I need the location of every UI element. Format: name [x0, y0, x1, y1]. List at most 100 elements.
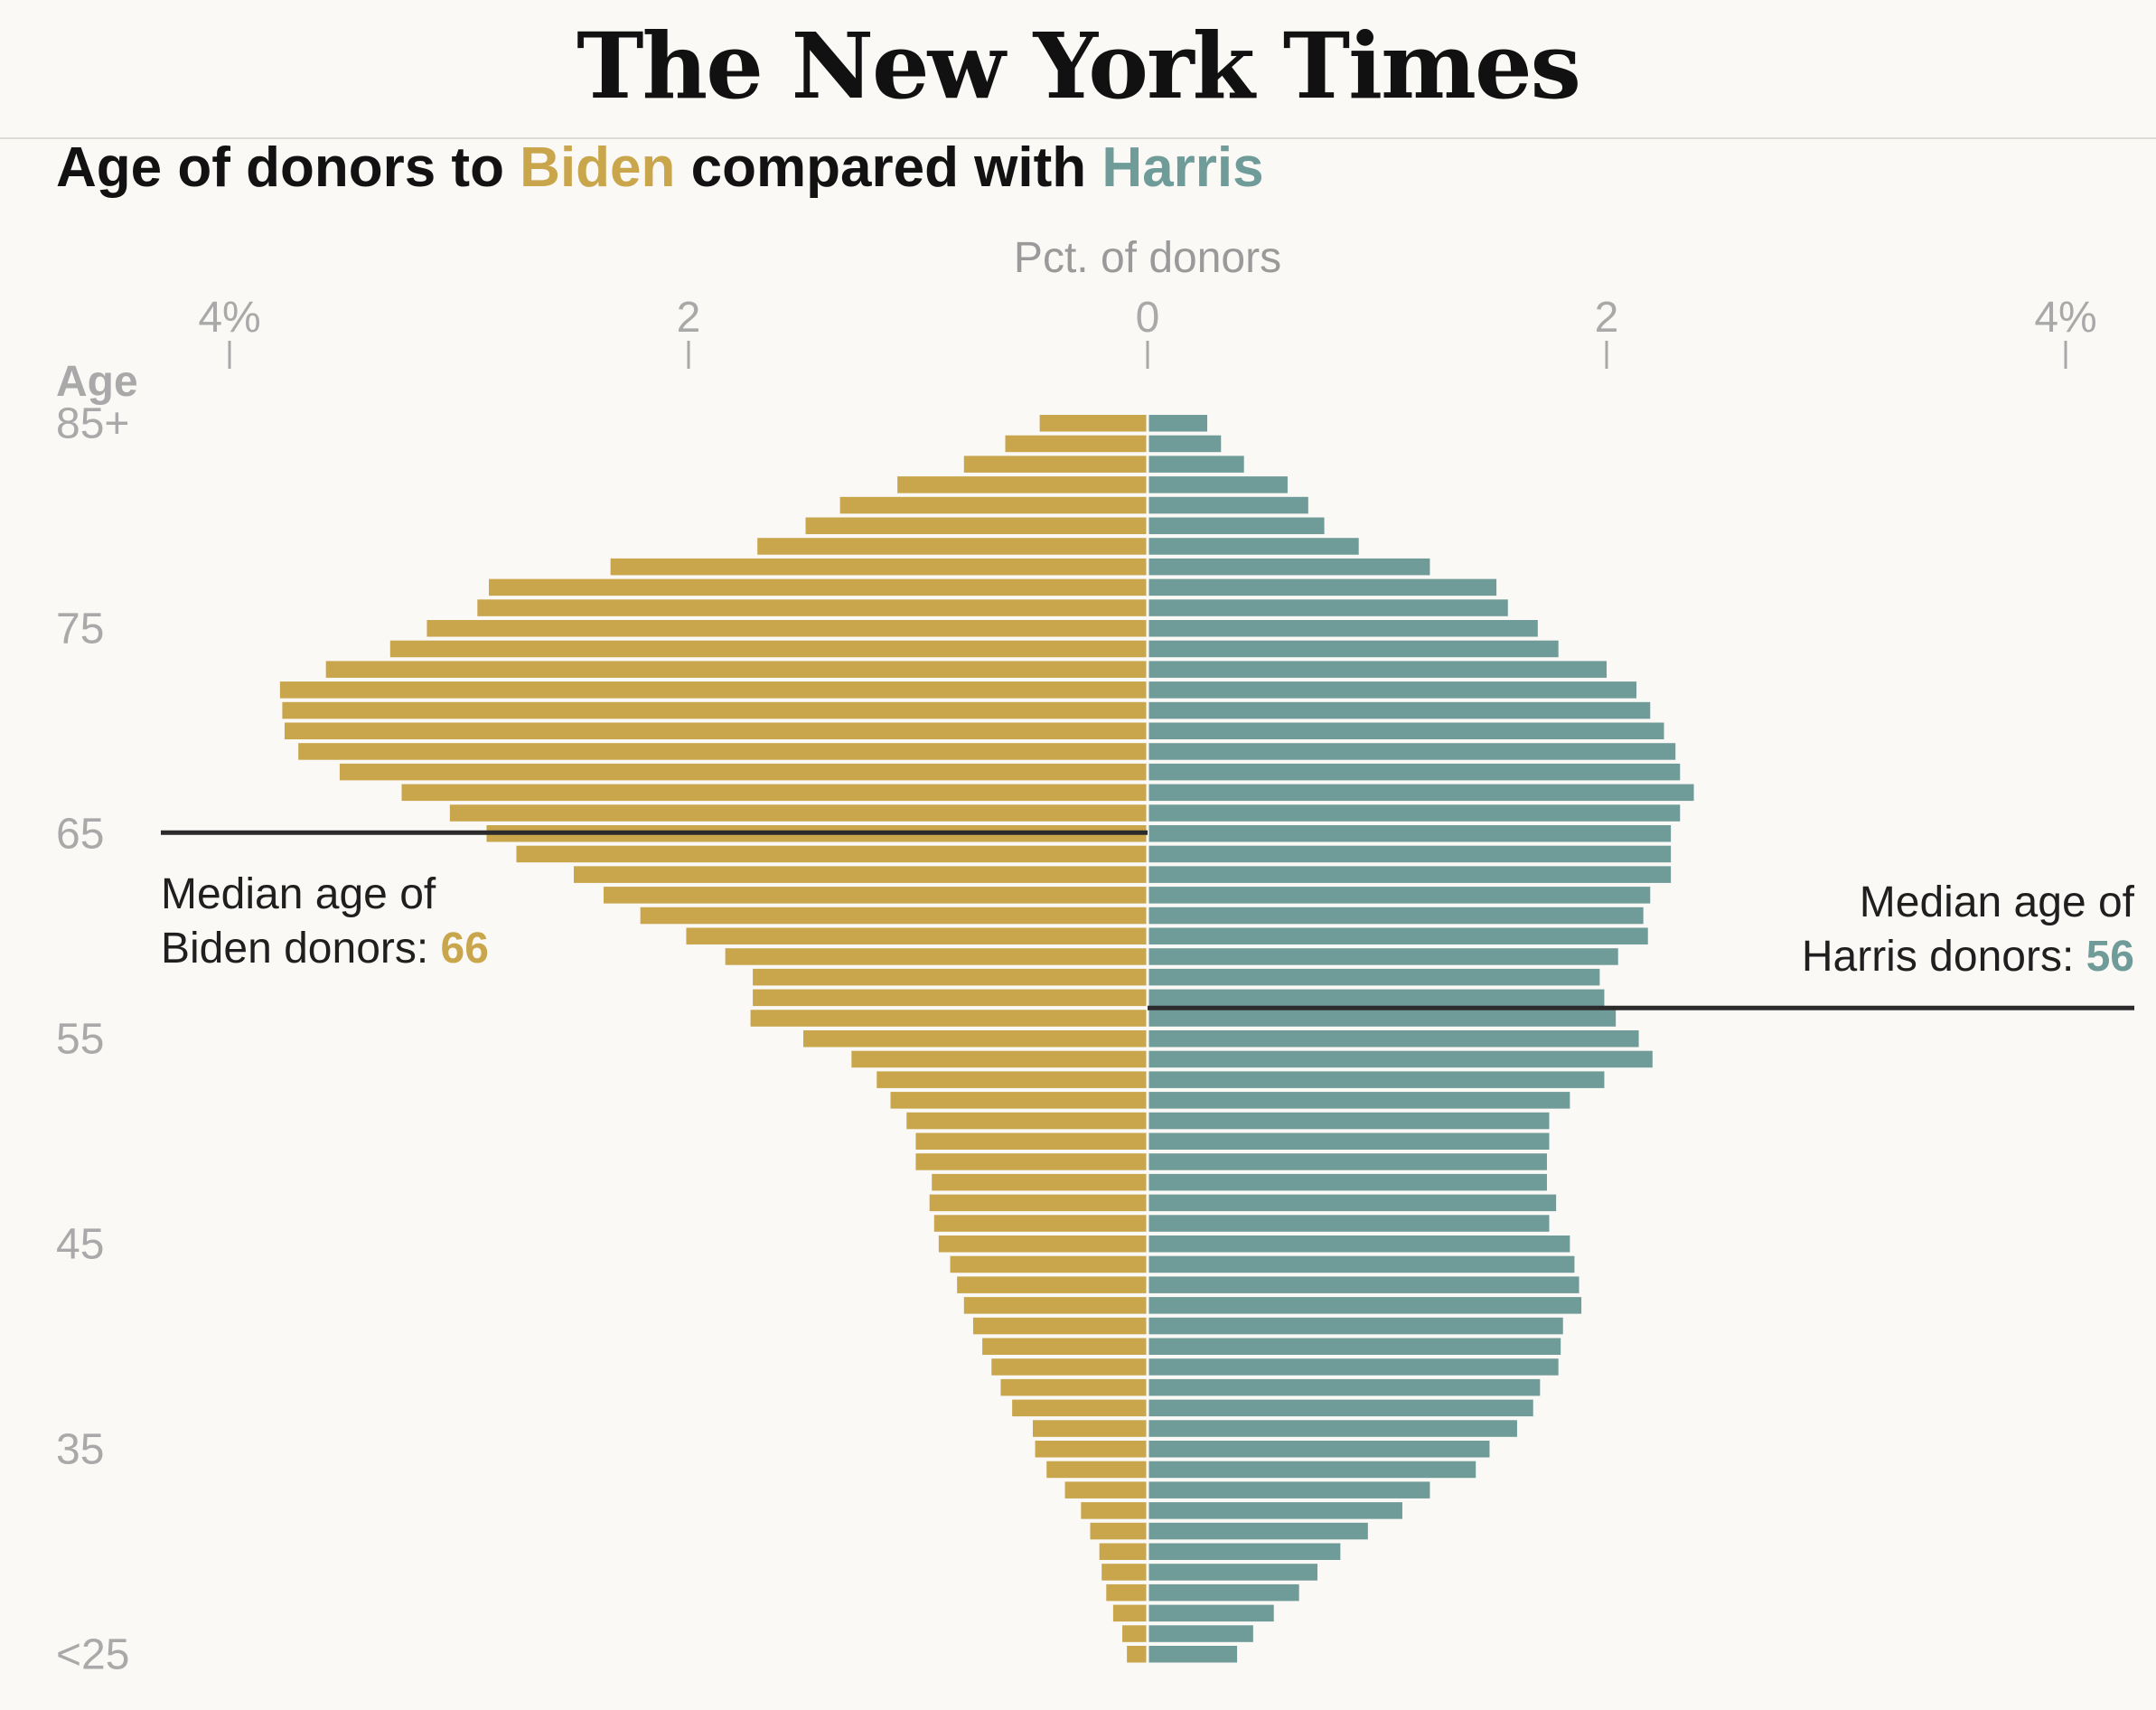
age-tick-label: 55 [56, 1015, 104, 1063]
masthead: The New York Times [0, 0, 2156, 139]
bar-biden [1099, 1543, 1148, 1560]
median-harris-line1: Median age of [1860, 878, 2135, 926]
bar-harris [1148, 456, 1244, 473]
bar-harris [1148, 1071, 1605, 1088]
bar-biden [686, 927, 1148, 944]
bar-biden [1112, 1604, 1148, 1622]
bar-harris [1148, 1481, 1430, 1499]
bar-harris [1148, 1461, 1476, 1479]
bar-biden [950, 1255, 1148, 1273]
age-tick-label: 45 [56, 1220, 104, 1268]
x-tick-label: 4% [2034, 294, 2096, 342]
age-tick-label: 85+ [56, 399, 129, 447]
bar-harris [1148, 558, 1430, 576]
x-tick-label: 0 [1136, 294, 1160, 342]
bar-harris [1148, 866, 1672, 883]
bar-biden [339, 763, 1148, 781]
bar-biden [516, 845, 1148, 863]
bar-harris [1148, 948, 1618, 965]
bar-biden [1039, 415, 1148, 432]
bar-biden [915, 1153, 1148, 1170]
bar-biden [284, 722, 1148, 739]
bar-harris [1148, 1441, 1490, 1458]
bar-biden [972, 1317, 1148, 1335]
bar-biden [753, 989, 1148, 1007]
bar-biden [963, 1297, 1148, 1314]
bar-harris [1148, 927, 1648, 944]
bar-biden [1122, 1625, 1148, 1642]
bar-harris [1148, 722, 1664, 739]
bar-biden [915, 1132, 1148, 1150]
chart-title: Age of donors to Biden compared with Har… [56, 136, 1264, 200]
title-middle: compared with [675, 136, 1102, 199]
bar-harris [1148, 415, 1208, 432]
x-axis-title: Pct. of donors [1014, 234, 1281, 282]
bar-biden [325, 661, 1148, 678]
bar-biden [803, 1030, 1148, 1048]
bar-harris [1148, 763, 1681, 781]
bar-harris [1148, 1092, 1570, 1109]
bar-harris [1148, 1173, 1547, 1191]
bar-biden [963, 456, 1148, 473]
bar-harris [1148, 1153, 1547, 1170]
bar-biden [725, 948, 1148, 965]
bar-harris [1148, 701, 1651, 719]
bar-biden [427, 620, 1148, 637]
bar-harris [1148, 476, 1288, 493]
bar-harris [1148, 1297, 1582, 1314]
bar-biden [574, 866, 1148, 883]
bar-harris [1148, 1543, 1341, 1560]
bar-biden [1106, 1583, 1148, 1602]
bar-biden [753, 968, 1148, 986]
bar-biden [1012, 1399, 1148, 1417]
bar-biden [610, 558, 1148, 576]
x-tick-label: 2 [677, 294, 701, 342]
x-axis-ticks: 4% 2 0 2 4% [198, 294, 2097, 369]
bar-biden [750, 1010, 1148, 1027]
bar-biden [897, 476, 1148, 493]
age-axis-title: Age [56, 358, 138, 406]
bar-harris [1148, 1378, 1541, 1396]
bar-biden [1033, 1420, 1148, 1437]
title-prefix: Age of donors to [56, 136, 520, 199]
bar-biden [282, 701, 1148, 719]
bar-biden [279, 681, 1148, 699]
title-biden: Biden [520, 136, 676, 199]
bar-harris [1148, 1522, 1368, 1540]
bar-harris [1148, 1583, 1299, 1602]
bar-harris [1148, 1010, 1617, 1027]
bar-harris [1148, 681, 1637, 699]
x-tick-label: 4% [198, 294, 260, 342]
bar-biden [1090, 1522, 1148, 1540]
bar-harris [1148, 1399, 1533, 1417]
bar-harris [1148, 1255, 1575, 1273]
bar-biden [982, 1338, 1148, 1355]
bar-harris [1148, 1236, 1570, 1253]
x-tick-label: 2 [1595, 294, 1619, 342]
bar-harris [1148, 1112, 1550, 1130]
bar-harris [1148, 887, 1651, 904]
bar-biden [604, 887, 1148, 904]
bar-harris [1148, 784, 1694, 802]
median-harris-value: 56 [2086, 933, 2134, 981]
bar-biden [489, 578, 1148, 597]
bar-biden [991, 1358, 1148, 1376]
bar-biden [1127, 1646, 1148, 1663]
bar-biden [876, 1071, 1148, 1088]
bar-harris [1148, 845, 1672, 863]
bar-biden [640, 907, 1148, 925]
bar-biden [890, 1092, 1148, 1109]
bar-biden [839, 496, 1148, 514]
bar-harris [1148, 1502, 1402, 1519]
bar-harris [1148, 1604, 1274, 1622]
bar-harris [1148, 1132, 1550, 1150]
nyt-logo: The New York Times [576, 13, 1581, 119]
median-biden-label: Biden donors: [161, 925, 441, 972]
bar-biden [1101, 1564, 1148, 1581]
median-biden-value: 66 [441, 925, 489, 972]
bar-biden [1005, 435, 1148, 453]
bar-biden [298, 743, 1148, 760]
bar-harris [1148, 496, 1308, 514]
bar-harris [1148, 1276, 1580, 1293]
